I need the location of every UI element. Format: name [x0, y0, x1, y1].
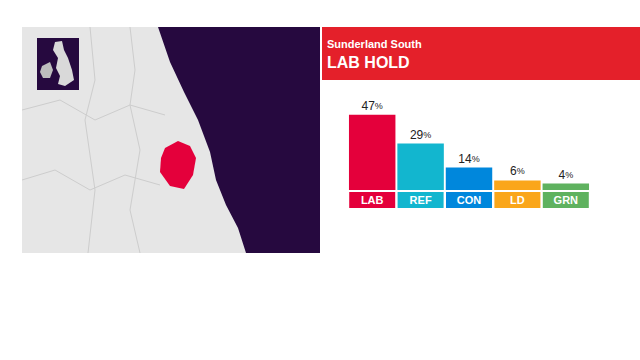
svg-text:CON: CON — [457, 194, 482, 206]
svg-text:%: % — [472, 154, 480, 164]
svg-text:4: 4 — [558, 167, 566, 182]
svg-text:LAB: LAB — [361, 194, 384, 206]
svg-text:LD: LD — [510, 194, 525, 206]
svg-text:GRN: GRN — [554, 194, 579, 206]
svg-text:%: % — [517, 166, 525, 176]
svg-text:REF: REF — [410, 194, 432, 206]
svg-text:Sunderland South: Sunderland South — [327, 38, 422, 50]
svg-text:47: 47 — [362, 99, 376, 113]
svg-text:29: 29 — [410, 128, 424, 142]
svg-text:%: % — [565, 170, 573, 180]
svg-text:%: % — [375, 101, 383, 111]
svg-text:14: 14 — [458, 152, 472, 166]
svg-text:%: % — [423, 130, 431, 140]
svg-text:LAB HOLD: LAB HOLD — [327, 54, 410, 71]
svg-text:6: 6 — [510, 164, 517, 179]
